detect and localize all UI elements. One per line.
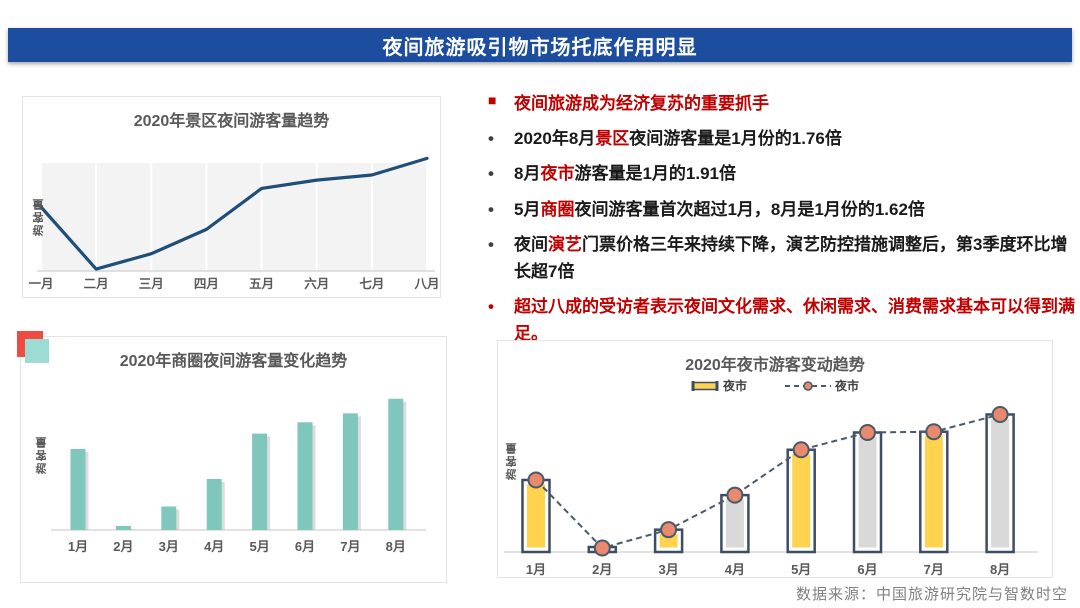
data-point-marker <box>925 423 943 441</box>
x-tick-label: 8月 <box>386 539 406 554</box>
y-axis-label: 游客量 <box>36 435 48 474</box>
bar <box>388 398 404 530</box>
chart-title: 2020年景区夜间游客量趋势 <box>133 113 330 130</box>
bar-fill <box>991 418 1010 548</box>
y-axis-label: 游客量 <box>506 441 518 480</box>
bullet-marker: • <box>488 199 494 219</box>
x-tick-label: 六月 <box>304 276 329 291</box>
x-tick-label: 3月 <box>159 539 179 554</box>
bar <box>297 422 313 530</box>
source-note: 数据来源：中国旅游研究院与智数时空 <box>795 587 1068 603</box>
bullet-text: 夜间旅游成为经济复苏的重要抓手 <box>514 94 769 113</box>
legend-label: 夜市 <box>835 379 860 393</box>
plot-area <box>41 163 427 271</box>
bullet-marker: ■ <box>488 92 497 108</box>
night-market-combo-chart-card: 2020年夜市游客变动趋势 夜市 夜市 游客量 1月 2月 3月 4月 5月 6月 7月 8月 <box>497 340 1053 578</box>
data-point-marker <box>660 521 678 539</box>
bullet-marker: • <box>488 129 494 149</box>
x-tick-label: 4月 <box>725 562 745 577</box>
bullet-text: 5月商圈夜间游客量首次超过1月，8月是1月份的1.62倍 <box>514 199 925 219</box>
x-tick-label: 7月 <box>340 539 360 554</box>
bar <box>252 433 268 530</box>
scenic-line-chart-card: 2020年景区夜间游客量趋势 游客量 一月 二月 三月 四月 五月 六月 七月 八月 <box>22 96 441 298</box>
x-tick-label: 五月 <box>249 277 274 291</box>
x-tick-label: 三月 <box>139 277 164 291</box>
legend-item-bar: 夜市 <box>691 377 747 394</box>
chart-legend: 夜市 夜市 <box>498 377 1052 394</box>
x-tick-label: 1月 <box>526 562 546 577</box>
bar-fill <box>924 436 943 548</box>
bullet-item: • 夜间演艺门票价格三年来持续下降，演艺防控措施调整后，第3季度环比增长超7倍 <box>488 231 1078 285</box>
bullet-item: • 超过八成的受访者表示夜间文化需求、休闲需求、消费需求基本可以得到满足。 <box>488 293 1078 347</box>
bullet-list: ■ 夜间旅游成为经济复苏的重要抓手 • 2020年8月景区夜间游客量是1月份的1.76… <box>488 90 1078 356</box>
x-tick-label: 7月 <box>924 562 944 577</box>
x-tick-label: 八月 <box>413 277 439 291</box>
x-tick-label: 2月 <box>113 539 133 554</box>
legend-label: 夜市 <box>722 379 747 393</box>
bar <box>206 478 222 530</box>
data-point-marker <box>859 423 876 441</box>
bar-fill <box>858 436 877 548</box>
bar-series-swatch-icon <box>691 380 719 391</box>
title-banner: 夜间旅游吸引物市场托底作用明显 <box>8 28 1072 62</box>
scenic-line-plot: 一月 二月 三月 四月 五月 六月 七月 八月 <box>28 156 440 291</box>
x-tick-label: 一月 <box>28 277 53 291</box>
x-tick-label: 二月 <box>84 277 109 291</box>
data-point-marker <box>527 471 545 489</box>
ornament-teal-square <box>25 339 49 363</box>
data-point-marker <box>726 486 744 504</box>
data-point-marker <box>991 405 1009 423</box>
x-tick-label: 四月 <box>194 277 219 291</box>
bar <box>70 449 86 530</box>
bullet-marker: • <box>488 297 494 317</box>
legend-item-line: 夜市 <box>785 377 859 394</box>
x-tick-label: 5月 <box>791 562 811 577</box>
bullet-marker: • <box>488 234 494 254</box>
x-tick-label: 8月 <box>990 562 1010 577</box>
x-tick-label: 4月 <box>204 539 224 554</box>
bullet-text: 超过八成的受访者表示夜间文化需求、休闲需求、消费需求基本可以得到满足。 <box>514 297 1075 344</box>
bullet-text: 2020年8月景区夜间游客量是1月份的1.76倍 <box>514 129 842 149</box>
business-bar-chart-card: 2020年商圈夜间游客量变化趋势 游客量 1月 2月 3月 4月 5月 6月 7月 8月 <box>17 331 447 583</box>
bullet-text: 8月夜市游客量是1月的1.91倍 <box>514 164 737 184</box>
x-tick-label: 6月 <box>295 539 315 554</box>
bar-fill <box>527 484 545 548</box>
bar-fill <box>725 499 744 548</box>
bar <box>161 506 177 530</box>
bar <box>115 525 131 530</box>
line-series-swatch-icon <box>785 380 831 391</box>
x-tick-label: 2月 <box>592 562 612 577</box>
y-axis-label: 游客量 <box>33 197 45 236</box>
bar <box>342 413 358 530</box>
bullet-item: • 2020年8月景区夜间游客量是1月份的1.76倍 <box>488 125 1078 152</box>
x-tick-label: 6月 <box>857 562 877 577</box>
data-point-marker <box>593 539 611 557</box>
bullet-marker: • <box>488 164 494 184</box>
bar-fill <box>792 454 811 548</box>
bullet-text: 夜间演艺门票价格三年来持续下降，演艺防控措施调整后，第3季度环比增长超7倍 <box>514 234 1068 281</box>
chart-title: 2020年商圈夜间游客量变化趋势 <box>119 353 348 370</box>
bullet-item: ■ 夜间旅游成为经济复苏的重要抓手 <box>488 90 1078 117</box>
night-market-combo-plot: 1月 2月 3月 4月 5月 6月 7月 8月 <box>504 405 1038 577</box>
x-tick-label: 5月 <box>249 539 269 554</box>
chart-title: 2020年夜市游客变动趋势 <box>685 357 865 374</box>
bullet-item: • 8月夜市游客量是1月的1.91倍 <box>488 160 1078 187</box>
x-tick-label: 七月 <box>359 277 384 291</box>
dashed-line <box>535 413 1001 550</box>
x-tick-label: 1月 <box>68 539 88 554</box>
corner-ornament <box>17 331 57 371</box>
data-line <box>39 156 429 271</box>
x-tick-label: 3月 <box>658 562 678 577</box>
bar-fill <box>659 534 678 548</box>
business-bar-plot: 1月 2月 3月 4月 5月 6月 7月 8月 <box>51 398 426 554</box>
data-point-marker <box>792 441 810 459</box>
bullet-item: • 5月商圈夜间游客量首次超过1月，8月是1月份的1.62倍 <box>488 196 1078 223</box>
page-title: 夜间旅游吸引物市场托底作用明显 <box>382 36 698 59</box>
